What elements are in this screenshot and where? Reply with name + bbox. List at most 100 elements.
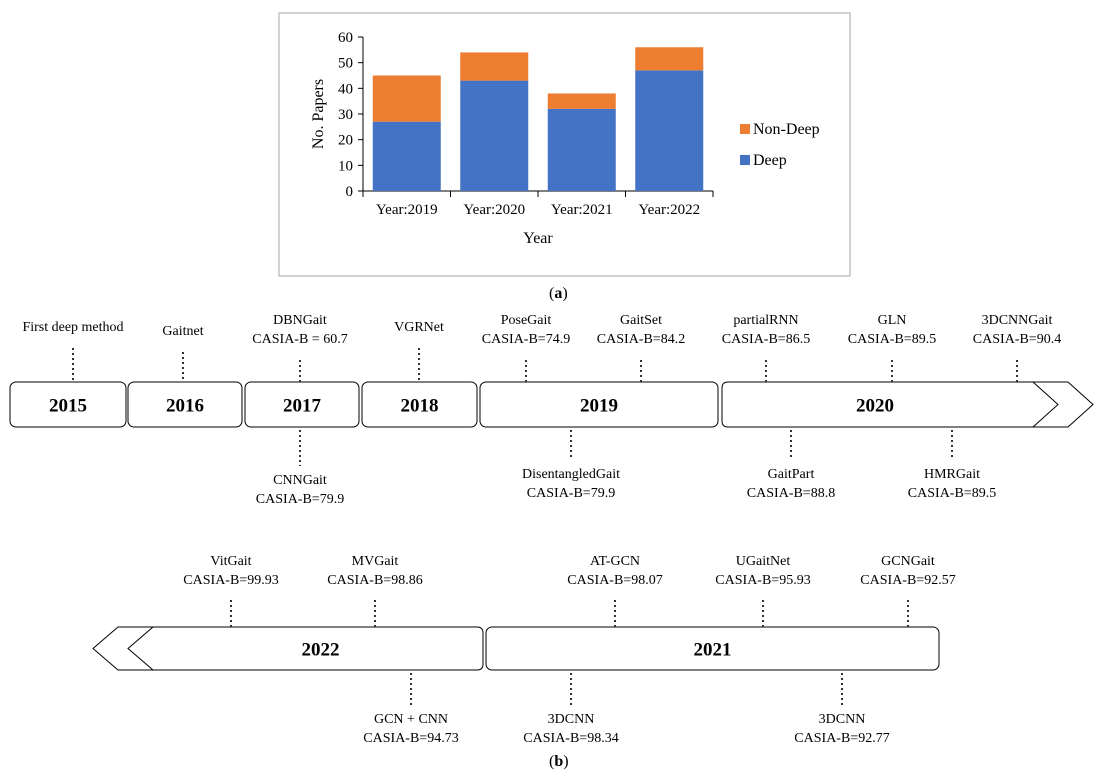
milestone-accuracy: CASIA-B=86.5 [721, 332, 811, 347]
milestone-accuracy: CASIA-B = 60.7 [252, 332, 348, 347]
year-box-2021: 2021 [485, 626, 940, 671]
bar-non-deep-year-2020 [460, 52, 529, 81]
milestone-name: VitGait [210, 554, 252, 569]
milestone-accuracy: CASIA-B=90.4 [972, 332, 1062, 347]
milestone-name: CNNGait [273, 473, 327, 488]
milestone-name: MVGait [351, 554, 399, 569]
milestone-accuracy: CASIA-B=88.8 [746, 486, 836, 501]
year-box-2018: 2018 [361, 381, 478, 428]
caption-b: (b) [549, 753, 569, 770]
caption-b-letter: b [554, 753, 564, 770]
y-tick-label: 40 [338, 81, 353, 97]
milestone-accuracy: CASIA-B=94.73 [363, 731, 459, 746]
year-box-2015: 2015 [9, 381, 127, 428]
milestone-accuracy: CASIA-B=89.5 [907, 486, 997, 501]
y-tick-label: 50 [338, 56, 353, 72]
milestone-accuracy: CASIA-B=98.34 [523, 731, 619, 746]
year-label: 2021 [694, 640, 732, 661]
milestone-name: UGaitNet [735, 554, 791, 569]
milestone-name: VGRNet [394, 320, 444, 335]
bar-non-deep-year-2021 [547, 93, 616, 109]
chart-legend: Non-Deep Deep [740, 121, 820, 169]
milestone-accuracy: CASIA-B=99.93 [183, 573, 279, 588]
bar-non-deep-year-2019 [372, 75, 441, 122]
milestone-name: DBNGait [273, 313, 327, 328]
milestone-name: 3DCNN [818, 712, 866, 727]
year-box-shape [9, 381, 127, 428]
bar-deep-year-2022 [635, 70, 704, 191]
year-label: 2022 [302, 640, 340, 661]
legend-label: Non-Deep [753, 121, 820, 138]
bar-deep-year-2020 [460, 80, 529, 191]
year-box-shape [127, 381, 243, 428]
x-axis-title: Year [523, 230, 553, 247]
caption-a-letter: a [554, 285, 563, 302]
milestone-name: GCN + CNN [373, 712, 448, 727]
milestone-name: AT-GCN [589, 554, 641, 569]
milestone-accuracy: CASIA-B=92.57 [860, 573, 956, 588]
x-tick-label: Year:2021 [551, 202, 613, 218]
y-tick-label: 60 [338, 30, 353, 46]
milestone-name: PoseGait [500, 313, 552, 328]
year-label: 2019 [580, 396, 618, 417]
bar-chart: 0 10 20 30 40 50 60 Year:2019 Year:2020 Year:2021… [310, 30, 820, 247]
year-label: 2018 [401, 396, 439, 417]
year-box-2019: 2019 [479, 381, 719, 428]
y-tick-label: 10 [338, 158, 353, 174]
year-box-edge [198, 626, 484, 671]
y-tick-label: 30 [338, 107, 353, 123]
bar-deep-year-2021 [547, 108, 616, 191]
x-tick-label: Year:2022 [638, 202, 700, 218]
milestone-name: Gaitnet [162, 324, 204, 339]
bar-non-deep-year-2022 [635, 47, 704, 71]
year-box-fill [988, 382, 1058, 427]
y-tick-label: 20 [338, 133, 353, 149]
milestone-name: HMRGait [924, 467, 980, 482]
year-label: 2016 [166, 396, 204, 417]
milestone-accuracy: CASIA-B=79.9 [255, 492, 345, 507]
milestone-accuracy: CASIA-B=89.5 [847, 332, 937, 347]
milestone-name: First deep method [22, 320, 124, 335]
milestone-accuracy: CASIA-B=98.07 [567, 573, 663, 588]
year-box-shape [244, 381, 360, 428]
year-box-shape [361, 381, 478, 428]
caption-a: (a) [549, 285, 568, 302]
year-label: 2015 [49, 396, 87, 417]
year-label: 2017 [283, 396, 322, 417]
y-tick-label: 0 [346, 184, 354, 200]
milestone-name: GaitSet [620, 313, 662, 328]
year-box-shape [479, 381, 719, 428]
milestone-name: GLN [877, 313, 907, 328]
milestone-name: partialRNN [733, 313, 799, 328]
year-box-arrow-head [127, 626, 198, 671]
year-box-2022: 2022 [92, 626, 484, 671]
y-axis-title: No. Papers [310, 79, 327, 149]
milestone-name: GaitPart [767, 467, 815, 482]
year-box-2017: 2017 [244, 381, 360, 428]
milestone-accuracy: CASIA-B=92.77 [794, 731, 890, 746]
legend-label: Deep [753, 152, 787, 169]
year-box-fill [198, 627, 483, 670]
timeline-bottom: 2022 2021 [92, 600, 940, 705]
milestone-accuracy: CASIA-B=74.9 [481, 332, 571, 347]
milestone-accuracy: CASIA-B=79.9 [526, 486, 616, 501]
milestone-accuracy: CASIA-B=95.93 [715, 573, 811, 588]
year-label: 2020 [856, 396, 894, 417]
x-tick-label: Year:2019 [376, 202, 438, 218]
legend-swatch-non-deep [740, 124, 750, 134]
milestone-accuracy: CASIA-B=84.2 [596, 332, 686, 347]
bar-deep-year-2019 [372, 121, 441, 191]
year-box-shape [485, 626, 940, 671]
milestone-name: GCNGait [881, 554, 935, 569]
year-box-2016: 2016 [127, 381, 243, 428]
year-box-2020: 2020 [721, 381, 1094, 428]
x-tick-label: Year:2020 [463, 202, 525, 218]
milestone-accuracy: CASIA-B=98.86 [327, 573, 423, 588]
milestone-name: DisentangledGait [522, 467, 620, 482]
milestone-name: 3DCNNGait [981, 313, 1053, 328]
timeline-top: 2015 2016 2017 2018 2019 2020 [9, 348, 1094, 466]
legend-swatch-deep [740, 155, 750, 165]
milestone-name: 3DCNN [547, 712, 595, 727]
year-box-shape [721, 381, 1059, 428]
